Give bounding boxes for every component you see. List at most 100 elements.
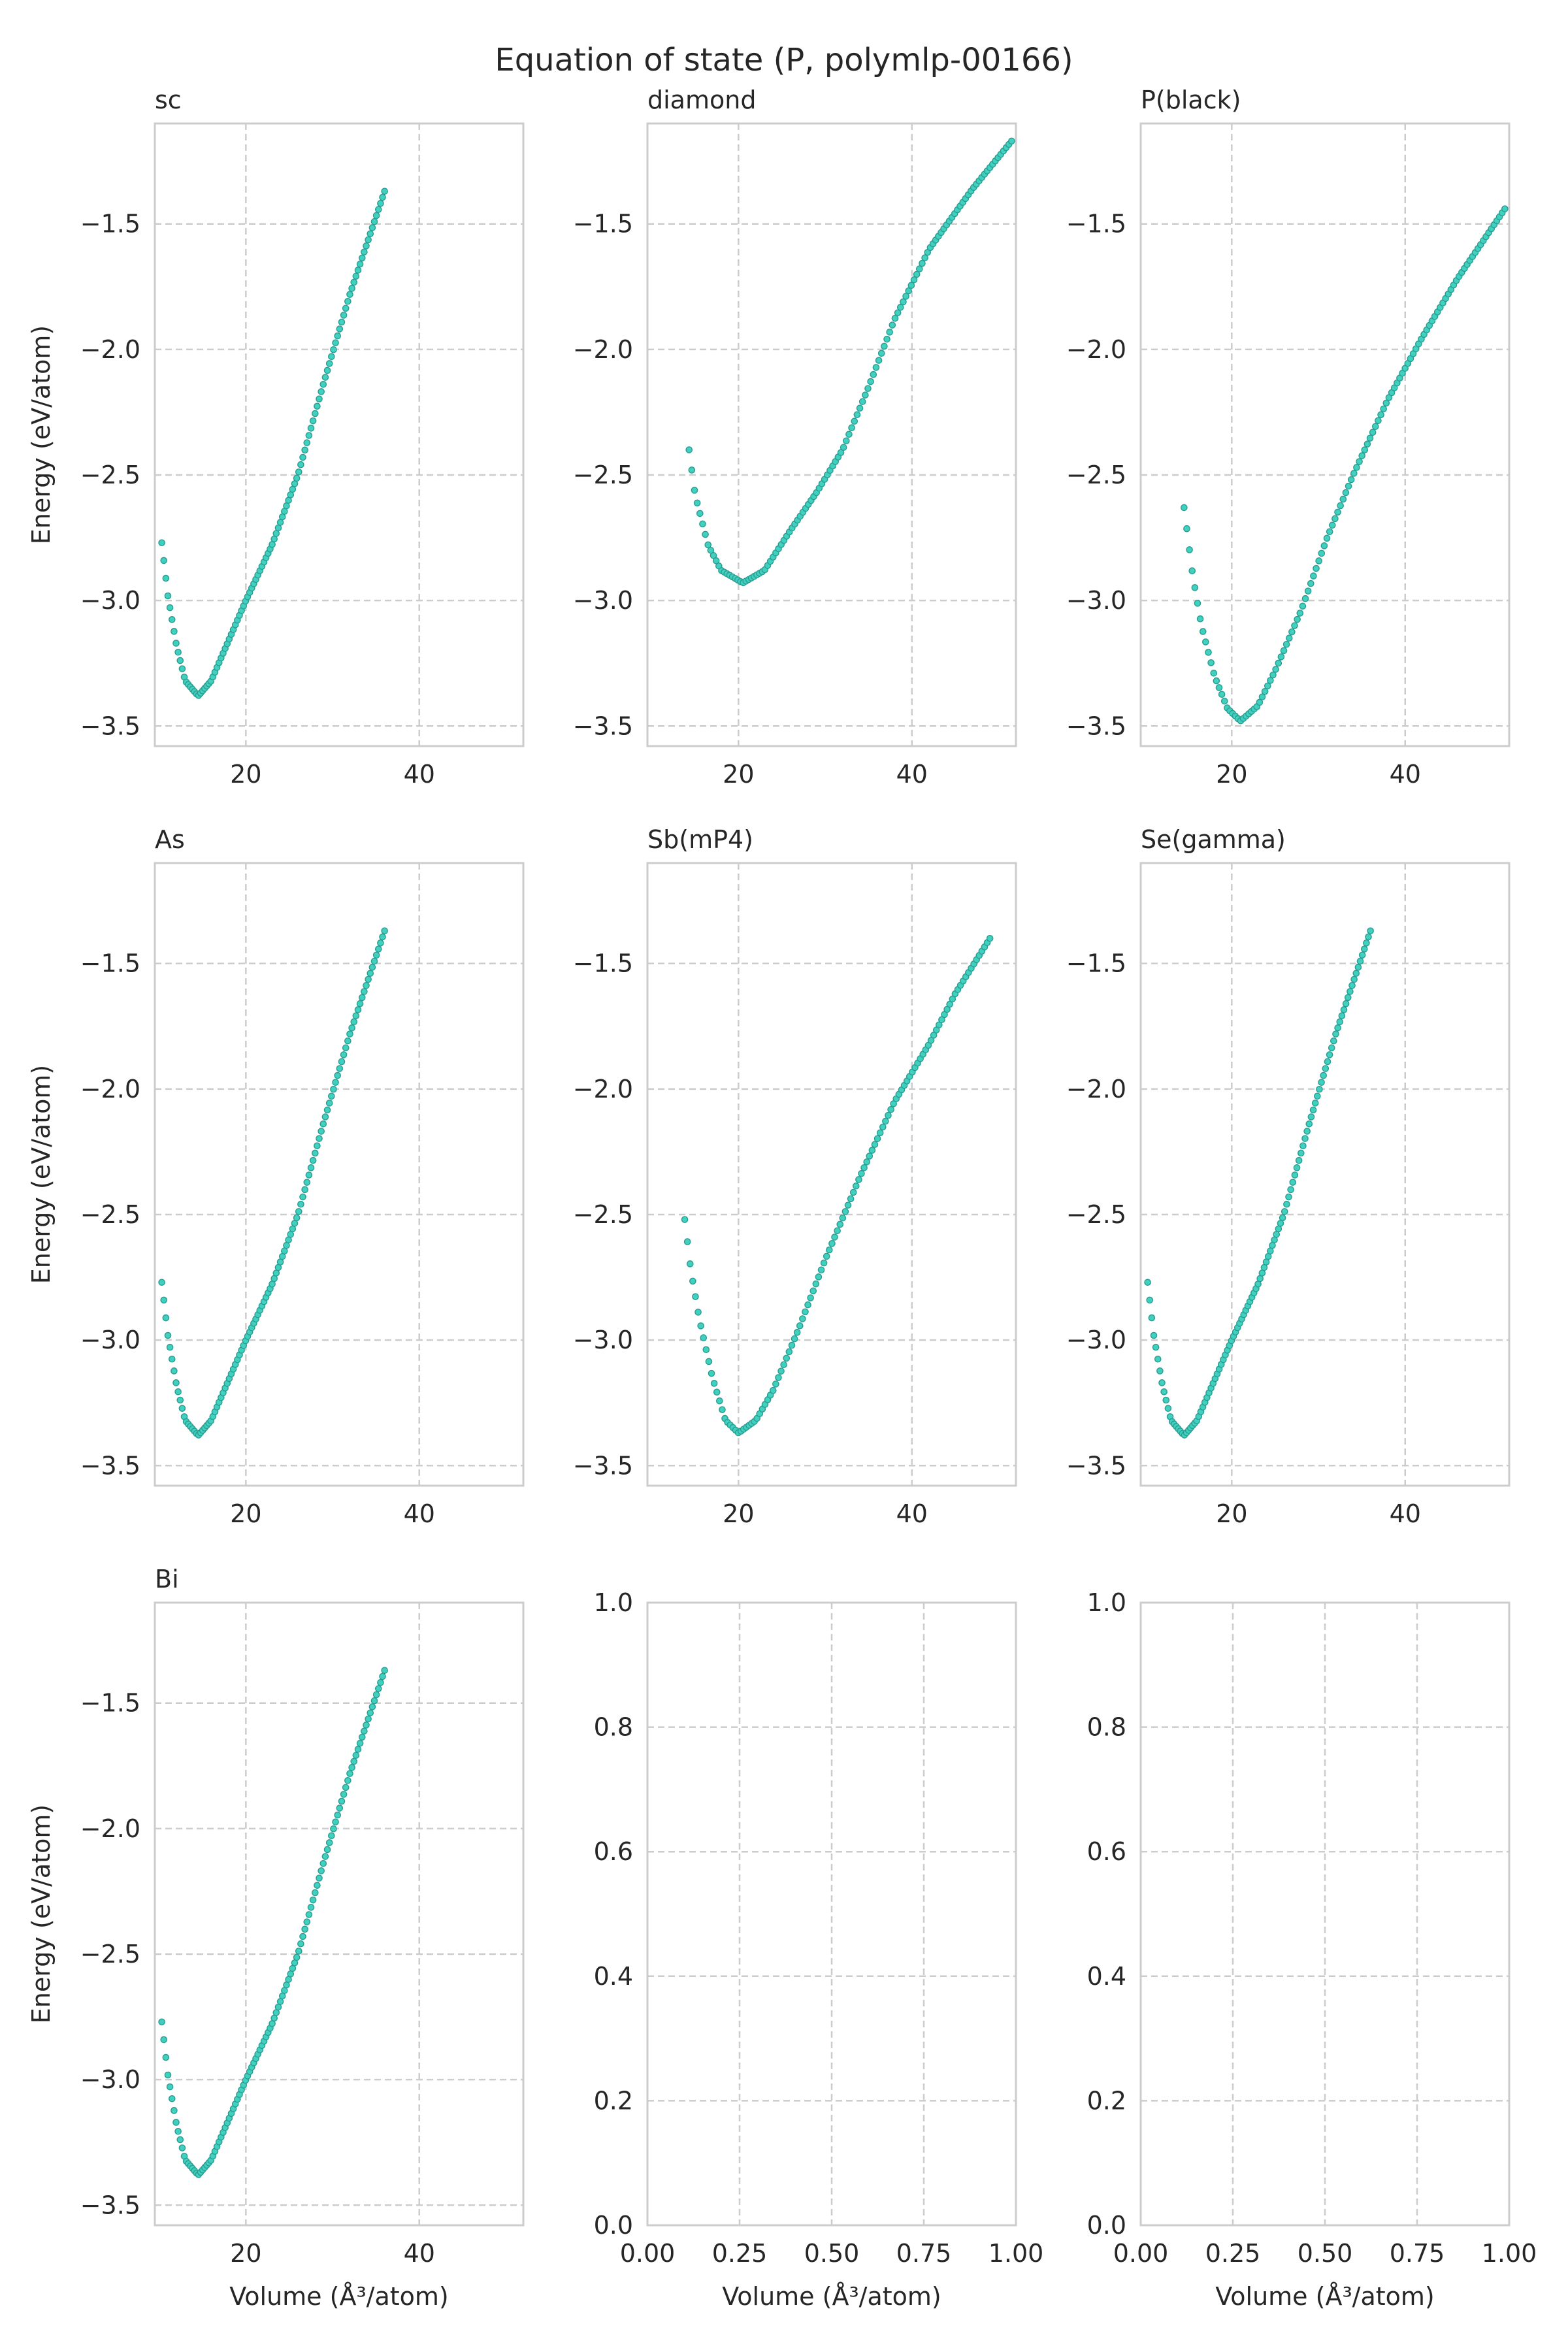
data-point <box>309 1156 317 1164</box>
data-point <box>370 218 378 225</box>
data-point <box>1293 1164 1301 1171</box>
data-point <box>1372 423 1379 431</box>
data-point <box>1326 528 1333 536</box>
data-point <box>1380 405 1387 413</box>
data-point <box>1358 951 1366 959</box>
x-tick-label: 40 <box>404 2239 435 2268</box>
data-point <box>1218 691 1226 698</box>
data-point <box>986 934 994 942</box>
data-point <box>710 1380 718 1387</box>
data-point <box>372 212 380 220</box>
x-tick-label: 20 <box>230 2239 261 2268</box>
data-point <box>1501 205 1509 212</box>
data-point <box>172 640 180 647</box>
axes-frame <box>154 862 525 1487</box>
y-tick-label: −1.5 <box>80 1689 140 1718</box>
data-point <box>363 1722 370 1729</box>
data-point <box>316 1874 323 1882</box>
data-point <box>307 1164 315 1171</box>
data-point <box>350 278 358 286</box>
x-axis-label: Volume (Å³/atom) <box>1215 2282 1435 2311</box>
data-point <box>1339 495 1347 503</box>
data-point <box>907 282 915 289</box>
data-point <box>1269 671 1277 679</box>
data-point <box>1332 1030 1339 1037</box>
data-point <box>1348 982 1356 989</box>
data-point <box>710 551 717 559</box>
data-point <box>1181 504 1188 512</box>
x-tick-label: 0.25 <box>1205 2239 1261 2268</box>
data-point <box>910 276 918 284</box>
data-point <box>887 1105 894 1113</box>
data-point <box>713 1388 721 1396</box>
data-point <box>691 487 698 494</box>
panel-se-gamma: 20 40 −3.5 −3.0 −2.5 −2.0 −1.5 Se(gamma) <box>1066 825 1511 1528</box>
data-point <box>367 970 374 977</box>
data-point <box>1320 1071 1328 1079</box>
data-point <box>921 254 928 261</box>
data-point <box>793 1329 801 1336</box>
y-tick-label: −1.5 <box>1066 949 1126 978</box>
data-point <box>350 1757 358 1765</box>
y-axis-label: Energy (eV/atom) <box>27 1065 56 1284</box>
data-point <box>1324 1058 1331 1066</box>
data-point <box>1326 1051 1333 1058</box>
data-point <box>896 304 904 311</box>
data-point <box>319 380 327 388</box>
data-point <box>1291 1171 1299 1179</box>
panel-empty-8: 0.00 0.25 0.50 0.75 1.00 0.0 0.2 0.4 0.6 0.8 1.0 Vo… <box>1087 1588 1537 2311</box>
axes-frame <box>1139 1601 1511 2227</box>
data-point <box>307 425 315 432</box>
data-point <box>303 439 311 446</box>
data-point <box>1158 1379 1166 1386</box>
y-tick-label: 1.0 <box>1087 1588 1126 1617</box>
data-point <box>1287 1186 1294 1194</box>
figure-title: Equation of state (P, polymlp-00166) <box>495 42 1073 78</box>
data-point <box>831 1233 838 1241</box>
data-point <box>323 1106 331 1114</box>
data-point <box>336 1065 344 1072</box>
data-point <box>314 402 321 410</box>
data-point <box>900 298 907 306</box>
data-point <box>305 1911 313 1918</box>
data-point <box>1288 628 1296 636</box>
data-point <box>848 424 855 432</box>
data-point <box>919 259 926 267</box>
data-point <box>876 1129 884 1137</box>
data-point <box>330 1085 337 1093</box>
y-tick-label: −2.0 <box>80 1075 140 1103</box>
data-point <box>1008 137 1015 145</box>
axes-frame <box>646 862 1017 1487</box>
data-point <box>374 206 382 213</box>
data-point <box>1307 1113 1315 1120</box>
y-axis-label: Energy (eV/atom) <box>27 1805 56 2023</box>
data-point <box>809 1287 817 1295</box>
data-point <box>354 1746 362 1753</box>
y-tick-label: −3.5 <box>573 711 633 740</box>
data-point <box>370 1697 378 1705</box>
data-point <box>868 1147 876 1154</box>
data-point <box>168 615 176 623</box>
data-point <box>696 510 704 517</box>
data-point <box>303 1179 311 1186</box>
panel-diamond: 20 40 −3.5 −3.0 −2.5 −2.0 −1.5 diamond <box>573 86 1017 789</box>
data-point <box>866 1152 874 1160</box>
data-point <box>1258 693 1266 700</box>
y-tick-label: −1.5 <box>573 949 633 978</box>
data-point <box>171 628 178 635</box>
axes-frame <box>1139 862 1511 1487</box>
data-point <box>338 318 346 326</box>
data-point <box>783 1354 791 1362</box>
data-point <box>1160 1388 1168 1396</box>
y-tick-label: −2.0 <box>80 1814 140 1843</box>
data-point <box>858 398 866 405</box>
y-tick-label: 0.0 <box>594 2211 633 2240</box>
data-point <box>303 1918 311 1925</box>
data-point <box>891 314 899 322</box>
data-point <box>791 1335 798 1343</box>
data-point <box>1196 615 1204 623</box>
data-point <box>916 265 923 272</box>
data-point <box>158 2018 165 2026</box>
data-point <box>160 2036 168 2044</box>
y-tick-label: −3.5 <box>80 2191 140 2219</box>
